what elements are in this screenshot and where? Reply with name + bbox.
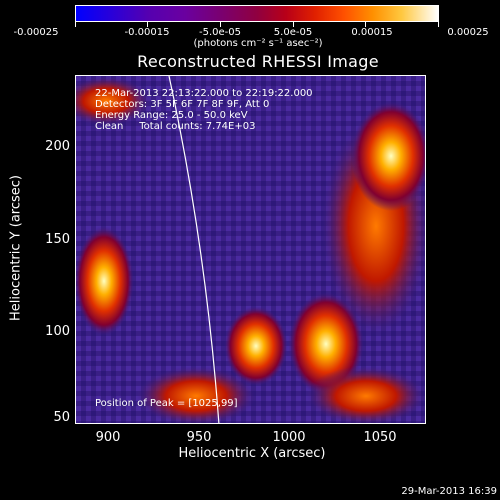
source-northeast: [351, 101, 425, 211]
colorbar-label: 0.00025: [447, 27, 489, 38]
colorbar-tick: [365, 21, 366, 27]
source-west: [76, 226, 134, 336]
colorbar-label: -5.0e-05: [199, 27, 241, 38]
colorbar: [75, 5, 439, 22]
source-northwest: [76, 76, 151, 126]
emission-sources: [76, 76, 425, 423]
colorbar-tick: [147, 21, 148, 27]
colorbar-units: (photons cm⁻² s⁻¹ asec⁻²): [193, 38, 323, 49]
colorbar-tick: [293, 21, 294, 27]
image-plot: 22-Mar-2013 22:13:22.000 to 22:19:22.000…: [75, 75, 426, 424]
x-tick-label: 950: [186, 430, 212, 445]
colorbar-label: 0.00015: [351, 27, 393, 38]
colorbar-tick: [438, 21, 439, 27]
energy-range: Energy Range: 25.0 - 50.0 keV: [95, 110, 248, 121]
plot-title: Reconstructed RHESSI Image: [137, 52, 379, 71]
colorbar-tick: [75, 21, 76, 27]
solar-limb: [168, 76, 220, 423]
y-tick-label: 200: [45, 139, 70, 154]
detectors-info: Detectors: 3F 5F 6F 7F 8F 9F, Att 0: [95, 99, 270, 110]
colorbar-label: 5.0e-05: [273, 27, 313, 38]
total-counts: Clean Total counts: 7.74E+03: [95, 121, 256, 132]
time-range: 22-Mar-2013 22:13:22.000 to 22:19:22.000: [95, 88, 313, 99]
y-tick-label: 50: [53, 410, 70, 425]
colorbar-label: -0.00015: [124, 27, 170, 38]
heatmap: [76, 76, 425, 423]
source-southeast: [306, 366, 425, 423]
peak-position: Position of Peak = [1025,99]: [95, 398, 238, 409]
colorbar-label: -0.00025: [13, 27, 59, 38]
source-center: [224, 306, 288, 386]
source-south: [136, 366, 256, 423]
y-tick-label: 150: [45, 232, 70, 247]
y-tick-label: 100: [45, 324, 70, 339]
x-tick-label: 1050: [363, 430, 397, 445]
x-tick-label: 900: [95, 430, 121, 445]
x-tick-label: 1000: [272, 430, 306, 445]
timestamp: 29-Mar-2013 16:39: [401, 486, 497, 497]
x-axis-label: Heliocentric X (arcsec): [178, 446, 326, 461]
y-axis-label: Heliocentric Y (arcsec): [8, 175, 24, 321]
colorbar-tick: [220, 21, 221, 27]
